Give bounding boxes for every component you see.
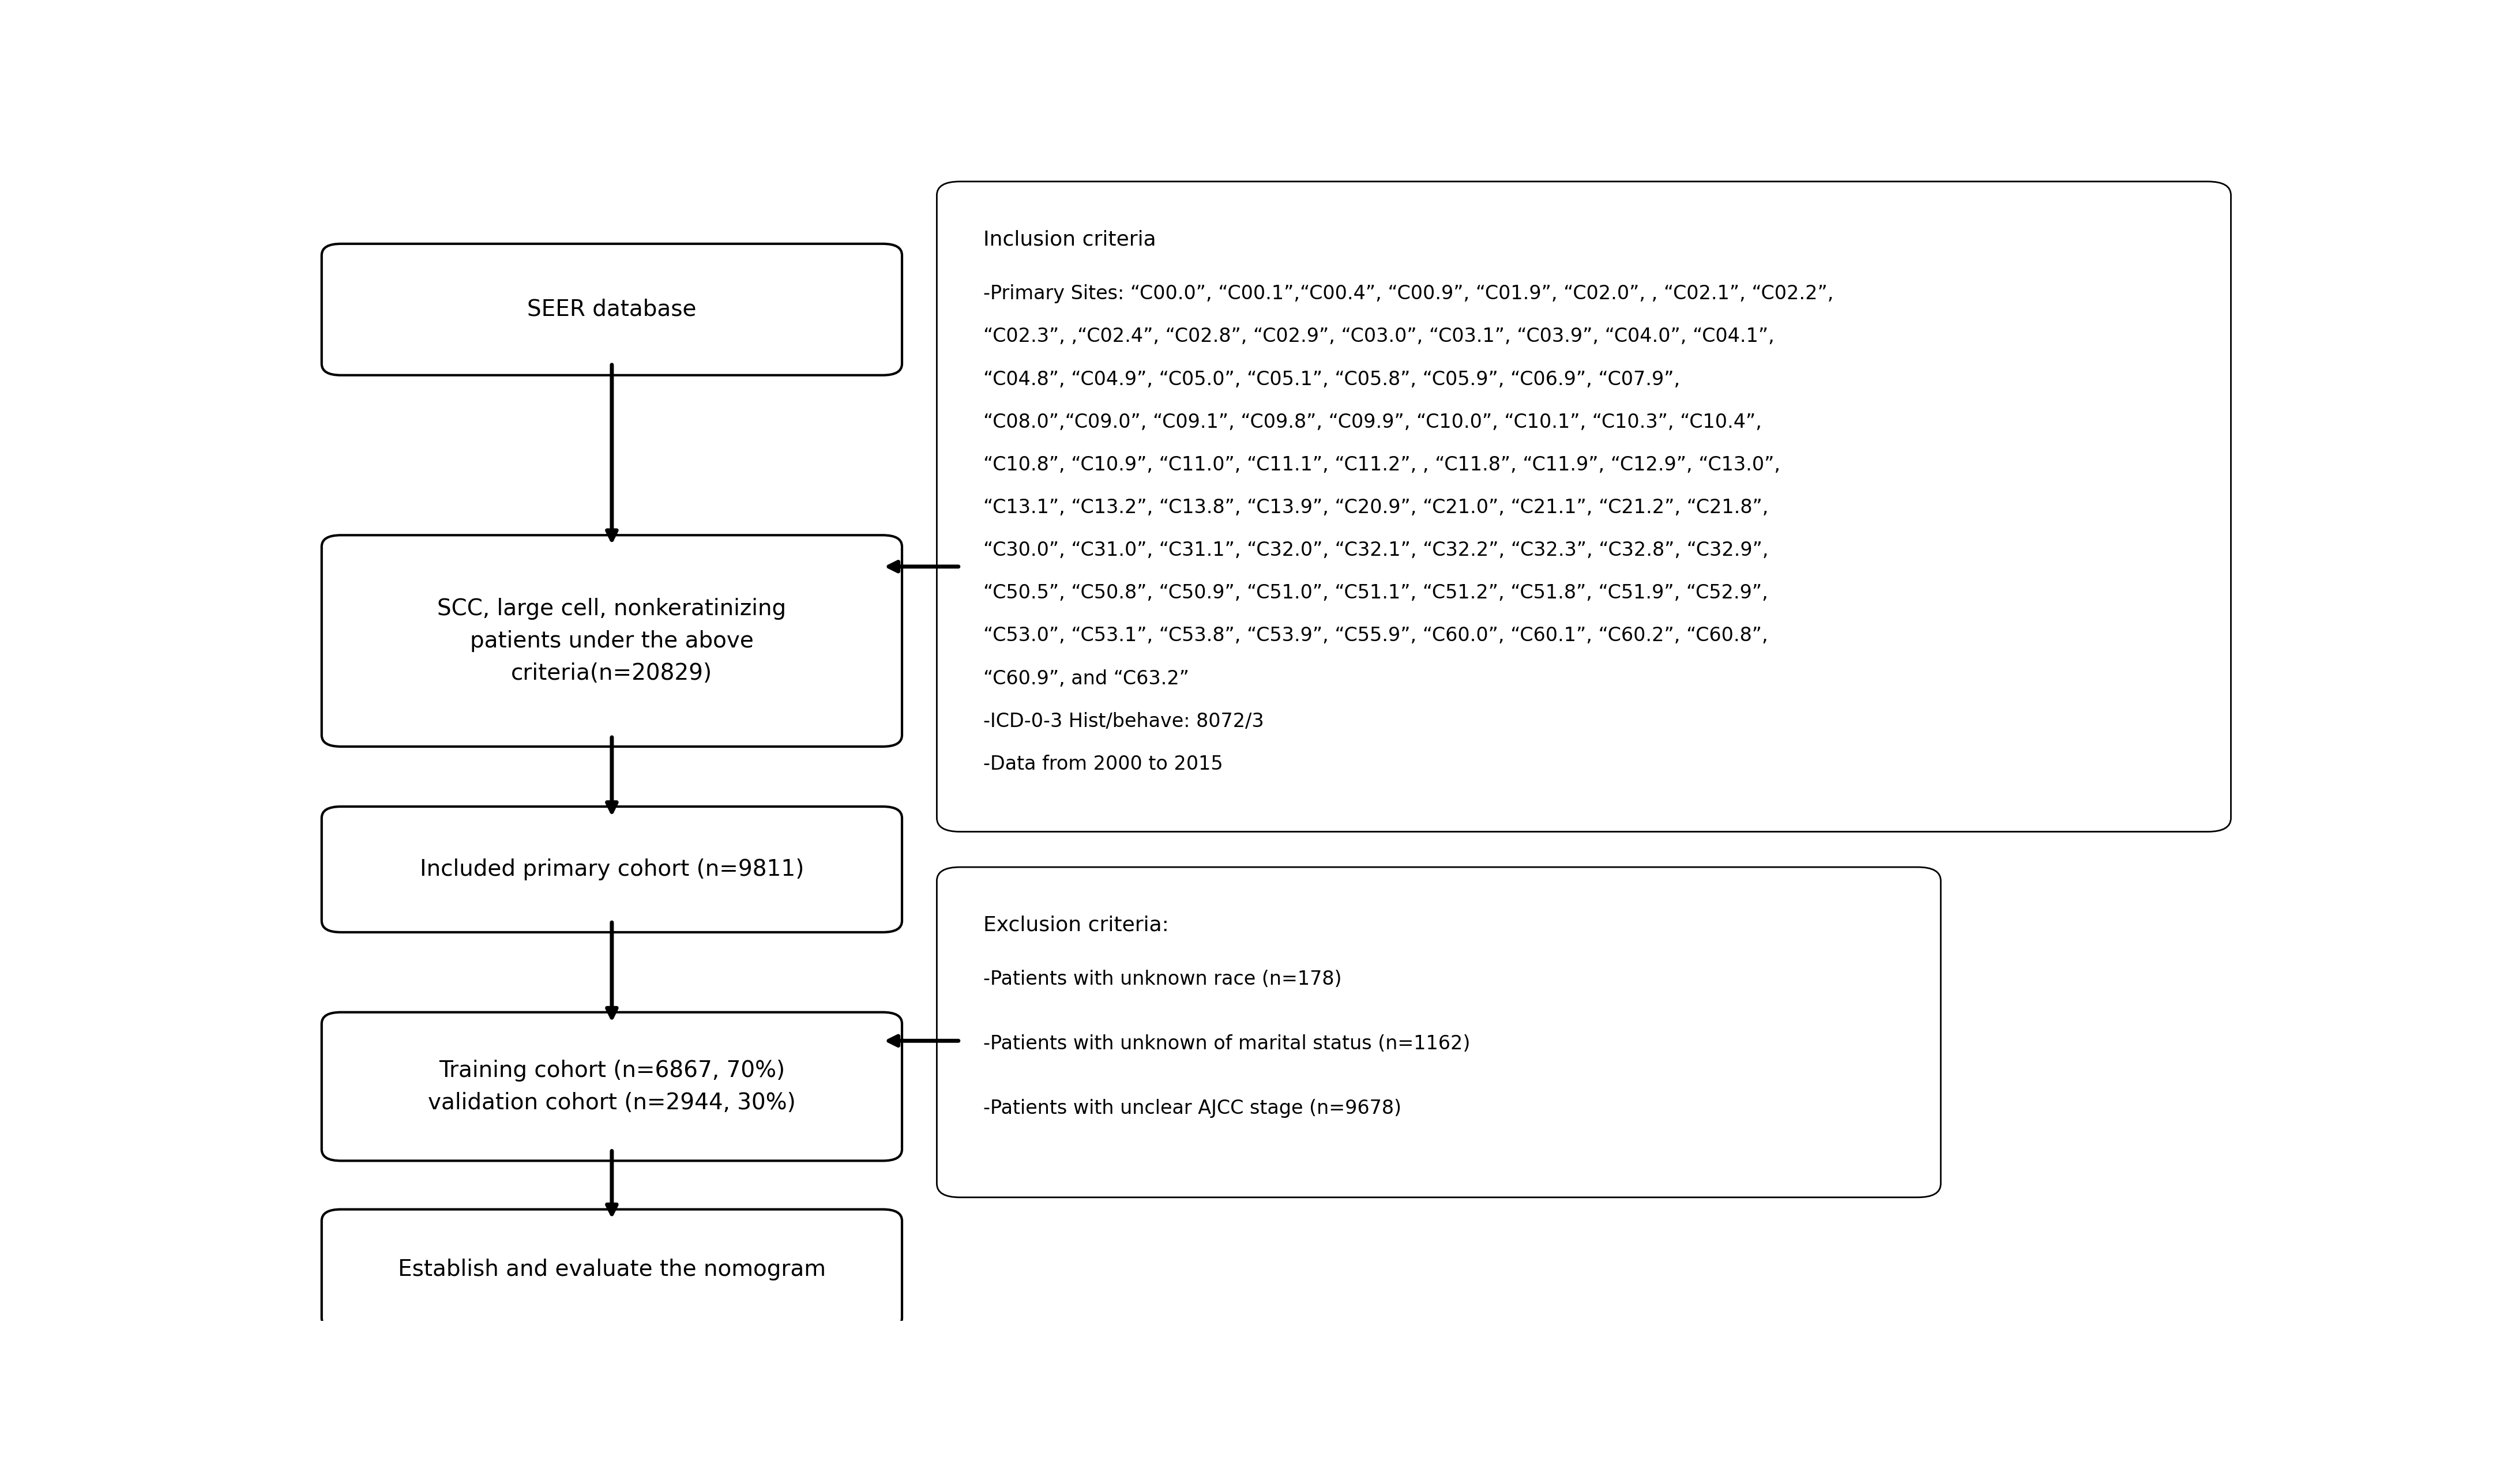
Text: “C08.0”,“C09.0”, “C09.1”, “C09.8”, “C09.9”, “C10.0”, “C10.1”, “C10.3”, “C10.4”,: “C08.0”,“C09.0”, “C09.1”, “C09.8”, “C09.…: [983, 413, 1762, 432]
FancyBboxPatch shape: [322, 1012, 901, 1160]
Text: “C10.8”, “C10.9”, “C11.0”, “C11.1”, “C11.2”, , “C11.8”, “C11.9”, “C12.9”, “C13.0: “C10.8”, “C10.9”, “C11.0”, “C11.1”, “C11…: [983, 456, 1780, 475]
Text: “C04.8”, “C04.9”, “C05.0”, “C05.1”, “C05.8”, “C05.9”, “C06.9”, “C07.9”,: “C04.8”, “C04.9”, “C05.0”, “C05.1”, “C05…: [983, 370, 1680, 389]
FancyBboxPatch shape: [322, 536, 901, 746]
FancyBboxPatch shape: [322, 807, 901, 932]
Text: -Patients with unknown race (n=178): -Patients with unknown race (n=178): [983, 971, 1343, 988]
Text: -Patients with unclear AJCC stage (n=9678): -Patients with unclear AJCC stage (n=967…: [983, 1098, 1400, 1117]
Text: “C60.9”, and “C63.2”: “C60.9”, and “C63.2”: [983, 669, 1188, 689]
Text: Inclusion criteria: Inclusion criteria: [983, 230, 1156, 249]
Text: “C30.0”, “C31.0”, “C31.1”, “C32.0”, “C32.1”, “C32.2”, “C32.3”, “C32.8”, “C32.9”,: “C30.0”, “C31.0”, “C31.1”, “C32.0”, “C32…: [983, 540, 1770, 559]
Text: Exclusion criteria:: Exclusion criteria:: [983, 916, 1168, 935]
Text: SCC, large cell, nonkeratinizing
patients under the above
criteria(n=20829): SCC, large cell, nonkeratinizing patient…: [437, 598, 786, 684]
Text: Included primary cohort (n=9811): Included primary cohort (n=9811): [419, 858, 804, 880]
Text: -Patients with unknown of marital status (n=1162): -Patients with unknown of marital status…: [983, 1034, 1470, 1054]
Text: SEER database: SEER database: [527, 298, 696, 321]
FancyBboxPatch shape: [936, 181, 2231, 831]
Text: Establish and evaluate the nomogram: Establish and evaluate the nomogram: [397, 1258, 826, 1281]
Text: -ICD-0-3 Hist/behave: 8072/3: -ICD-0-3 Hist/behave: 8072/3: [983, 712, 1263, 732]
FancyBboxPatch shape: [936, 867, 1942, 1198]
FancyBboxPatch shape: [322, 243, 901, 375]
Text: “C50.5”, “C50.8”, “C50.9”, “C51.0”, “C51.1”, “C51.2”, “C51.8”, “C51.9”, “C52.9”,: “C50.5”, “C50.8”, “C50.9”, “C51.0”, “C51…: [983, 583, 1767, 603]
Text: “C02.3”, ,“C02.4”, “C02.8”, “C02.9”, “C03.0”, “C03.1”, “C03.9”, “C04.0”, “C04.1”: “C02.3”, ,“C02.4”, “C02.8”, “C02.9”, “C0…: [983, 326, 1775, 346]
FancyBboxPatch shape: [322, 1209, 901, 1330]
Text: Training cohort (n=6867, 70%)
validation cohort (n=2944, 30%): Training cohort (n=6867, 70%) validation…: [427, 1060, 796, 1113]
Text: “C53.0”, “C53.1”, “C53.8”, “C53.9”, “C55.9”, “C60.0”, “C60.1”, “C60.2”, “C60.8”,: “C53.0”, “C53.1”, “C53.8”, “C53.9”, “C55…: [983, 626, 1767, 646]
Text: -Primary Sites: “C00.0”, “C00.1”,“C00.4”, “C00.9”, “C01.9”, “C02.0”, , “C02.1”, : -Primary Sites: “C00.0”, “C00.1”,“C00.4”…: [983, 285, 1835, 303]
Text: “C13.1”, “C13.2”, “C13.8”, “C13.9”, “C20.9”, “C21.0”, “C21.1”, “C21.2”, “C21.8”,: “C13.1”, “C13.2”, “C13.8”, “C13.9”, “C20…: [983, 499, 1767, 516]
Text: -Data from 2000 to 2015: -Data from 2000 to 2015: [983, 755, 1223, 773]
